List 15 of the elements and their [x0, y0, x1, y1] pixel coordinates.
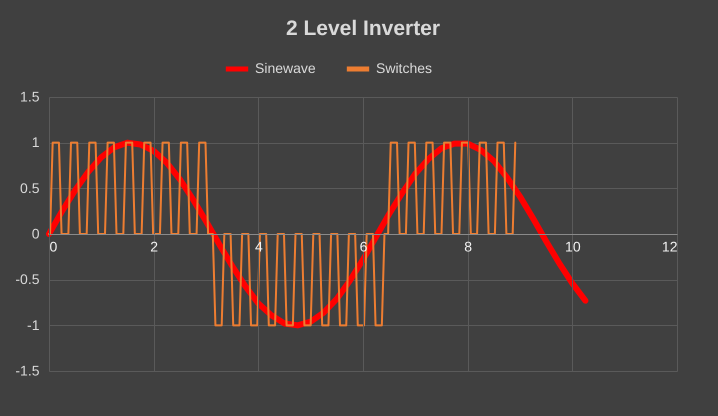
- y-tick-label: -1: [27, 316, 40, 333]
- y-tick-label: -1.5: [15, 362, 40, 378]
- y-tick-label: 1.5: [20, 88, 40, 104]
- legend-label: Sinewave: [255, 60, 316, 76]
- y-tick-label: 0.5: [20, 180, 40, 196]
- y-tick-label: 0: [32, 226, 40, 242]
- x-tick-label: 10: [565, 238, 581, 254]
- x-tick-label: 8: [464, 238, 472, 254]
- x-tick-label: 2: [150, 238, 158, 254]
- chart-title: 2 Level Inverter: [286, 17, 440, 40]
- x-tick-label: 12: [662, 238, 678, 254]
- x-tick-label: 0: [50, 238, 58, 254]
- y-tick-label: 1: [32, 134, 40, 150]
- legend-label: Switches: [376, 60, 432, 76]
- y-tick-label: -0.5: [15, 271, 40, 288]
